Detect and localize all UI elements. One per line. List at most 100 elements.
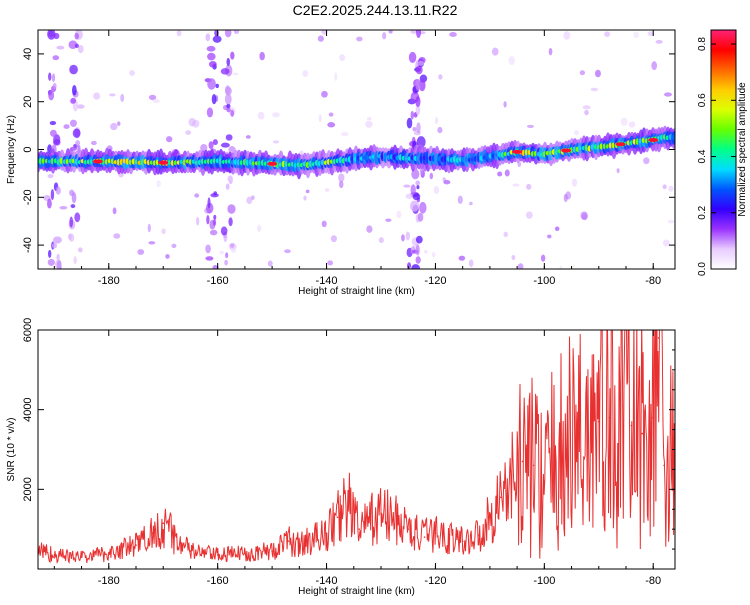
background-speckle: [651, 61, 658, 71]
streak-speckle: [49, 129, 57, 137]
background-speckle: [317, 35, 324, 42]
background-speckle: [594, 69, 601, 78]
streak-speckle: [208, 141, 214, 150]
background-speckle: [424, 249, 428, 254]
streak-speckle: [68, 233, 75, 242]
background-speckle: [385, 218, 392, 222]
ridge-core: [671, 134, 675, 141]
background-speckle: [302, 69, 309, 77]
background-speckle: [327, 260, 334, 266]
streak-speckle: [55, 260, 62, 269]
streak-speckle: [405, 193, 414, 199]
snr-data-point: [336, 516, 339, 519]
background-speckle: [321, 220, 327, 228]
background-speckle: [590, 87, 599, 92]
background-speckle: [233, 30, 240, 35]
streak-speckle: [415, 256, 421, 264]
background-speckle: [93, 92, 101, 100]
streak-speckle: [51, 242, 58, 249]
background-speckle: [579, 70, 586, 76]
streak-speckle: [224, 30, 232, 38]
background-speckle: [582, 105, 591, 110]
streak-speckle: [410, 200, 419, 212]
streak-speckle: [52, 82, 57, 89]
y-tick-label-spectrogram: -20: [22, 189, 34, 205]
background-speckle: [137, 249, 145, 255]
background-speckle: [458, 255, 466, 261]
snr-data-point: [162, 522, 165, 524]
streak-speckle: [69, 119, 77, 127]
streak-speckle: [220, 142, 230, 148]
streak-speckle: [48, 249, 52, 258]
streak-speckle: [225, 183, 230, 190]
streak-speckle: [48, 72, 52, 81]
y-tick-label-snr: 2000: [22, 477, 34, 501]
y-tick-label-snr: 4000: [22, 397, 34, 421]
snr-data-point: [608, 416, 611, 419]
streak-speckle: [224, 93, 232, 105]
snr-data-point: [325, 532, 328, 534]
streak-speckle: [208, 60, 217, 68]
background-speckle: [339, 54, 346, 61]
snr-data-point: [554, 456, 557, 459]
background-speckle: [194, 193, 200, 198]
streak-speckle: [205, 33, 211, 42]
ridge-hotspot: [267, 161, 278, 166]
streak-speckle: [53, 236, 62, 244]
snr-data-point: [244, 552, 246, 554]
background-speckle: [59, 206, 68, 210]
snr-data-point: [423, 536, 426, 538]
streak-speckle: [415, 180, 421, 186]
background-speckle: [110, 122, 118, 131]
background-speckle: [52, 55, 60, 61]
background-speckle: [147, 223, 151, 233]
background-speckle: [431, 251, 436, 258]
ridge-hotspot: [561, 148, 572, 153]
snr-data-point: [216, 554, 219, 556]
streak-speckle: [50, 188, 55, 201]
x-tick-label-snr: -140: [316, 575, 338, 587]
streak-speckle: [227, 175, 233, 182]
background-speckle: [257, 111, 265, 120]
y-tick-label-spectrogram: 0: [22, 146, 34, 152]
background-speckle: [628, 121, 636, 128]
snr-data-point: [499, 496, 502, 499]
background-speckle: [113, 233, 121, 239]
streak-speckle: [213, 214, 217, 220]
background-speckle: [272, 140, 280, 144]
snr-data-point: [358, 528, 361, 530]
streak-speckle: [51, 73, 56, 83]
background-speckle: [604, 31, 611, 37]
background-speckle: [559, 265, 563, 269]
background-speckle: [338, 180, 344, 189]
background-speckle: [584, 109, 589, 116]
background-speckle: [662, 239, 670, 247]
x-tick-label-spectrogram: -100: [533, 275, 555, 287]
snr-data-point: [597, 420, 600, 423]
background-speckle: [382, 32, 387, 40]
streak-speckle: [74, 32, 79, 40]
x-tick-label-spectrogram: -160: [207, 275, 229, 287]
background-speckle: [378, 237, 384, 244]
streak-speckle: [410, 184, 416, 196]
background-speckle: [109, 93, 116, 97]
background-speckle: [429, 172, 434, 180]
background-speckle: [547, 234, 552, 239]
background-speckle: [148, 241, 156, 245]
background-speckle: [511, 255, 516, 261]
streak-speckle: [76, 104, 85, 109]
streak-speckle: [417, 60, 425, 66]
streak-speckle: [70, 97, 77, 104]
streak-speckle: [47, 144, 53, 155]
colorbar-tick-label: 0.2: [697, 205, 708, 219]
background-speckle: [396, 210, 402, 219]
background-speckle: [63, 124, 70, 129]
snr-data-point: [347, 500, 350, 503]
streak-speckle: [47, 258, 55, 266]
background-speckle: [318, 114, 322, 123]
snr-data-point: [461, 540, 464, 542]
streak-speckle: [77, 44, 84, 54]
streak-speckle: [224, 86, 232, 96]
streak-speckle: [415, 78, 421, 91]
